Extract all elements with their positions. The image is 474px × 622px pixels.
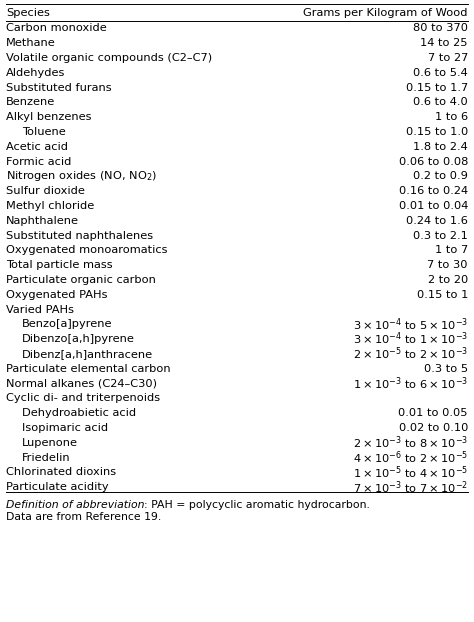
Text: 0.15 to 1: 0.15 to 1	[417, 290, 468, 300]
Text: Particulate elemental carbon: Particulate elemental carbon	[6, 364, 171, 374]
Text: Sulfur dioxide: Sulfur dioxide	[6, 186, 85, 196]
Text: Methane: Methane	[6, 38, 56, 48]
Text: Acetic acid: Acetic acid	[6, 142, 68, 152]
Text: Substituted naphthalenes: Substituted naphthalenes	[6, 231, 153, 241]
Text: Formic acid: Formic acid	[6, 157, 72, 167]
Text: 1 to 6: 1 to 6	[435, 112, 468, 122]
Text: : PAH = polycyclic aromatic hydrocarbon.: : PAH = polycyclic aromatic hydrocarbon.	[145, 500, 370, 511]
Text: $2 \times 10^{-3}$ to $8 \times 10^{-3}$: $2 \times 10^{-3}$ to $8 \times 10^{-3}$	[353, 435, 468, 451]
Text: Dibenzo[a,h]pyrene: Dibenzo[a,h]pyrene	[22, 334, 135, 344]
Text: Particulate acidity: Particulate acidity	[6, 482, 109, 492]
Text: 0.15 to 1.0: 0.15 to 1.0	[406, 127, 468, 137]
Text: Cyclic di- and triterpenoids: Cyclic di- and triterpenoids	[6, 393, 160, 404]
Text: Isopimaric acid: Isopimaric acid	[22, 423, 108, 433]
Text: Aldehydes: Aldehydes	[6, 68, 65, 78]
Text: Lupenone: Lupenone	[22, 438, 78, 448]
Text: Carbon monoxide: Carbon monoxide	[6, 24, 107, 34]
Text: 0.24 to 1.6: 0.24 to 1.6	[406, 216, 468, 226]
Text: 1 to 7: 1 to 7	[435, 246, 468, 256]
Text: 7 to 27: 7 to 27	[428, 53, 468, 63]
Text: 0.6 to 4.0: 0.6 to 4.0	[413, 98, 468, 108]
Text: Substituted furans: Substituted furans	[6, 83, 111, 93]
Text: $7 \times 10^{-3}$ to $7 \times 10^{-2}$: $7 \times 10^{-3}$ to $7 \times 10^{-2}$	[353, 479, 468, 496]
Text: Methyl chloride: Methyl chloride	[6, 201, 94, 211]
Text: Data are from Reference 19.: Data are from Reference 19.	[6, 513, 161, 522]
Text: Dehydroabietic acid: Dehydroabietic acid	[22, 408, 136, 418]
Text: Varied PAHs: Varied PAHs	[6, 305, 74, 315]
Text: Benzene: Benzene	[6, 98, 55, 108]
Text: Particulate organic carbon: Particulate organic carbon	[6, 275, 156, 285]
Text: 0.3 to 5: 0.3 to 5	[424, 364, 468, 374]
Text: 0.15 to 1.7: 0.15 to 1.7	[406, 83, 468, 93]
Text: Chlorinated dioxins: Chlorinated dioxins	[6, 467, 116, 478]
Text: 2 to 20: 2 to 20	[428, 275, 468, 285]
Text: 14 to 25: 14 to 25	[420, 38, 468, 48]
Text: Naphthalene: Naphthalene	[6, 216, 79, 226]
Text: $4 \times 10^{-6}$ to $2 \times 10^{-5}$: $4 \times 10^{-6}$ to $2 \times 10^{-5}$	[353, 449, 468, 466]
Text: Oxygenated monoaromatics: Oxygenated monoaromatics	[6, 246, 167, 256]
Text: 80 to 370: 80 to 370	[413, 24, 468, 34]
Text: $3 \times 10^{-4}$ to $5 \times 10^{-3}$: $3 \times 10^{-4}$ to $5 \times 10^{-3}$	[353, 316, 468, 333]
Text: 0.6 to 5.4: 0.6 to 5.4	[413, 68, 468, 78]
Text: $2 \times 10^{-5}$ to $2 \times 10^{-3}$: $2 \times 10^{-5}$ to $2 \times 10^{-3}$	[353, 346, 468, 362]
Text: 0.01 to 0.05: 0.01 to 0.05	[399, 408, 468, 418]
Text: Oxygenated PAHs: Oxygenated PAHs	[6, 290, 108, 300]
Text: Volatile organic compounds (C2–C7): Volatile organic compounds (C2–C7)	[6, 53, 212, 63]
Text: Friedelin: Friedelin	[22, 453, 71, 463]
Text: 1.8 to 2.4: 1.8 to 2.4	[413, 142, 468, 152]
Text: Total particle mass: Total particle mass	[6, 260, 113, 270]
Text: Definition of abbreviation: Definition of abbreviation	[6, 500, 145, 511]
Text: Grams per Kilogram of Wood: Grams per Kilogram of Wood	[303, 7, 468, 17]
Text: Benzo[a]pyrene: Benzo[a]pyrene	[22, 320, 112, 330]
Text: $1 \times 10^{-5}$ to $4 \times 10^{-5}$: $1 \times 10^{-5}$ to $4 \times 10^{-5}$	[353, 464, 468, 481]
Text: 0.06 to 0.08: 0.06 to 0.08	[399, 157, 468, 167]
Text: 0.3 to 2.1: 0.3 to 2.1	[413, 231, 468, 241]
Text: 0.01 to 0.04: 0.01 to 0.04	[399, 201, 468, 211]
Text: Alkyl benzenes: Alkyl benzenes	[6, 112, 91, 122]
Text: Toluene: Toluene	[22, 127, 66, 137]
Text: 0.2 to 0.9: 0.2 to 0.9	[413, 172, 468, 182]
Text: 0.16 to 0.24: 0.16 to 0.24	[399, 186, 468, 196]
Text: Species: Species	[6, 7, 50, 17]
Text: 7 to 30: 7 to 30	[428, 260, 468, 270]
Text: $3 \times 10^{-4}$ to $1 \times 10^{-3}$: $3 \times 10^{-4}$ to $1 \times 10^{-3}$	[353, 331, 468, 348]
Text: Normal alkanes (C24–C30): Normal alkanes (C24–C30)	[6, 379, 157, 389]
Text: 0.02 to 0.10: 0.02 to 0.10	[399, 423, 468, 433]
Text: $1 \times 10^{-3}$ to $6 \times 10^{-3}$: $1 \times 10^{-3}$ to $6 \times 10^{-3}$	[353, 375, 468, 392]
Text: Nitrogen oxides (NO, NO$_2$): Nitrogen oxides (NO, NO$_2$)	[6, 169, 157, 183]
Text: Dibenz[a,h]anthracene: Dibenz[a,h]anthracene	[22, 349, 153, 359]
